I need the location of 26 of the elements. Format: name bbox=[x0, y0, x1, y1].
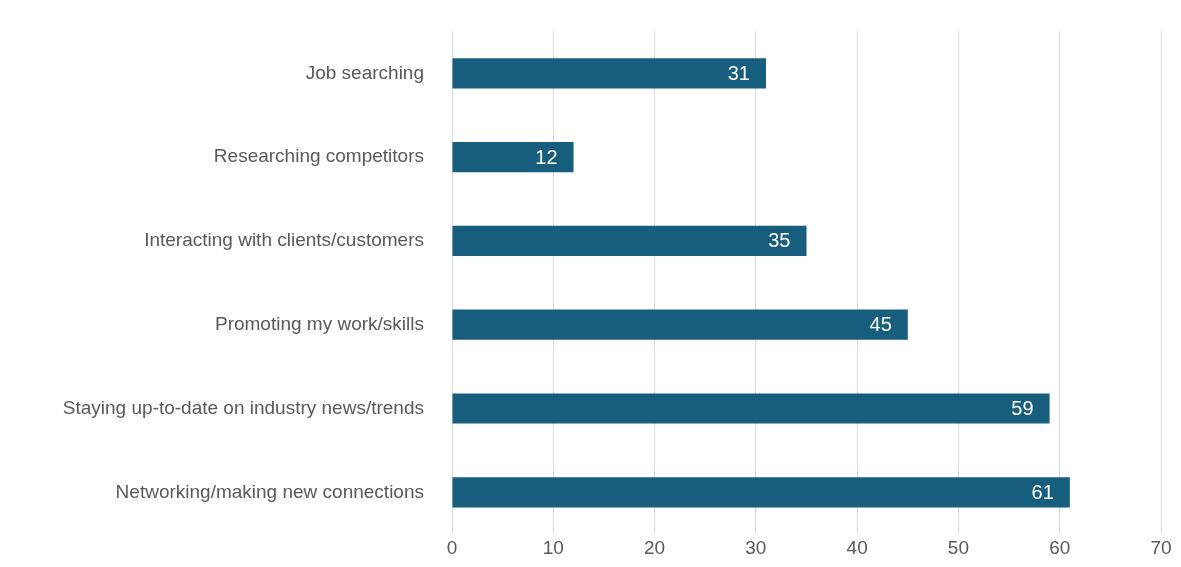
x-tick-label: 0 bbox=[446, 536, 458, 558]
y-tick-label: Staying up-to-date on industry news/trends bbox=[62, 396, 424, 418]
data-label: 45 bbox=[869, 313, 892, 336]
data-label: 31 bbox=[727, 61, 750, 84]
bar bbox=[452, 477, 1070, 508]
y-tick-label: Interacting with clients/customers bbox=[144, 229, 424, 251]
y-tick-label: Researching competitors bbox=[213, 145, 424, 167]
x-tick-label: 70 bbox=[1150, 536, 1172, 558]
bar bbox=[452, 393, 1050, 424]
bar bbox=[452, 142, 574, 173]
data-label: 59 bbox=[1011, 397, 1034, 420]
y-tick-label: Job searching bbox=[305, 61, 424, 83]
x-tick-label: 20 bbox=[644, 536, 666, 558]
x-tick-label: 10 bbox=[542, 536, 564, 558]
bar bbox=[452, 58, 766, 89]
x-tick-label: 50 bbox=[947, 536, 969, 558]
y-tick-label: Networking/making new connections bbox=[115, 480, 424, 502]
y-tick-label: Promoting my work/skills bbox=[214, 312, 424, 334]
data-label: 61 bbox=[1031, 480, 1054, 503]
bar bbox=[452, 309, 908, 340]
bar bbox=[452, 225, 807, 256]
x-tick-label: 40 bbox=[846, 536, 868, 558]
data-label: 12 bbox=[535, 145, 558, 168]
x-tick-label: 60 bbox=[1049, 536, 1071, 558]
x-tick-label: 30 bbox=[745, 536, 767, 558]
data-label: 35 bbox=[768, 229, 791, 252]
